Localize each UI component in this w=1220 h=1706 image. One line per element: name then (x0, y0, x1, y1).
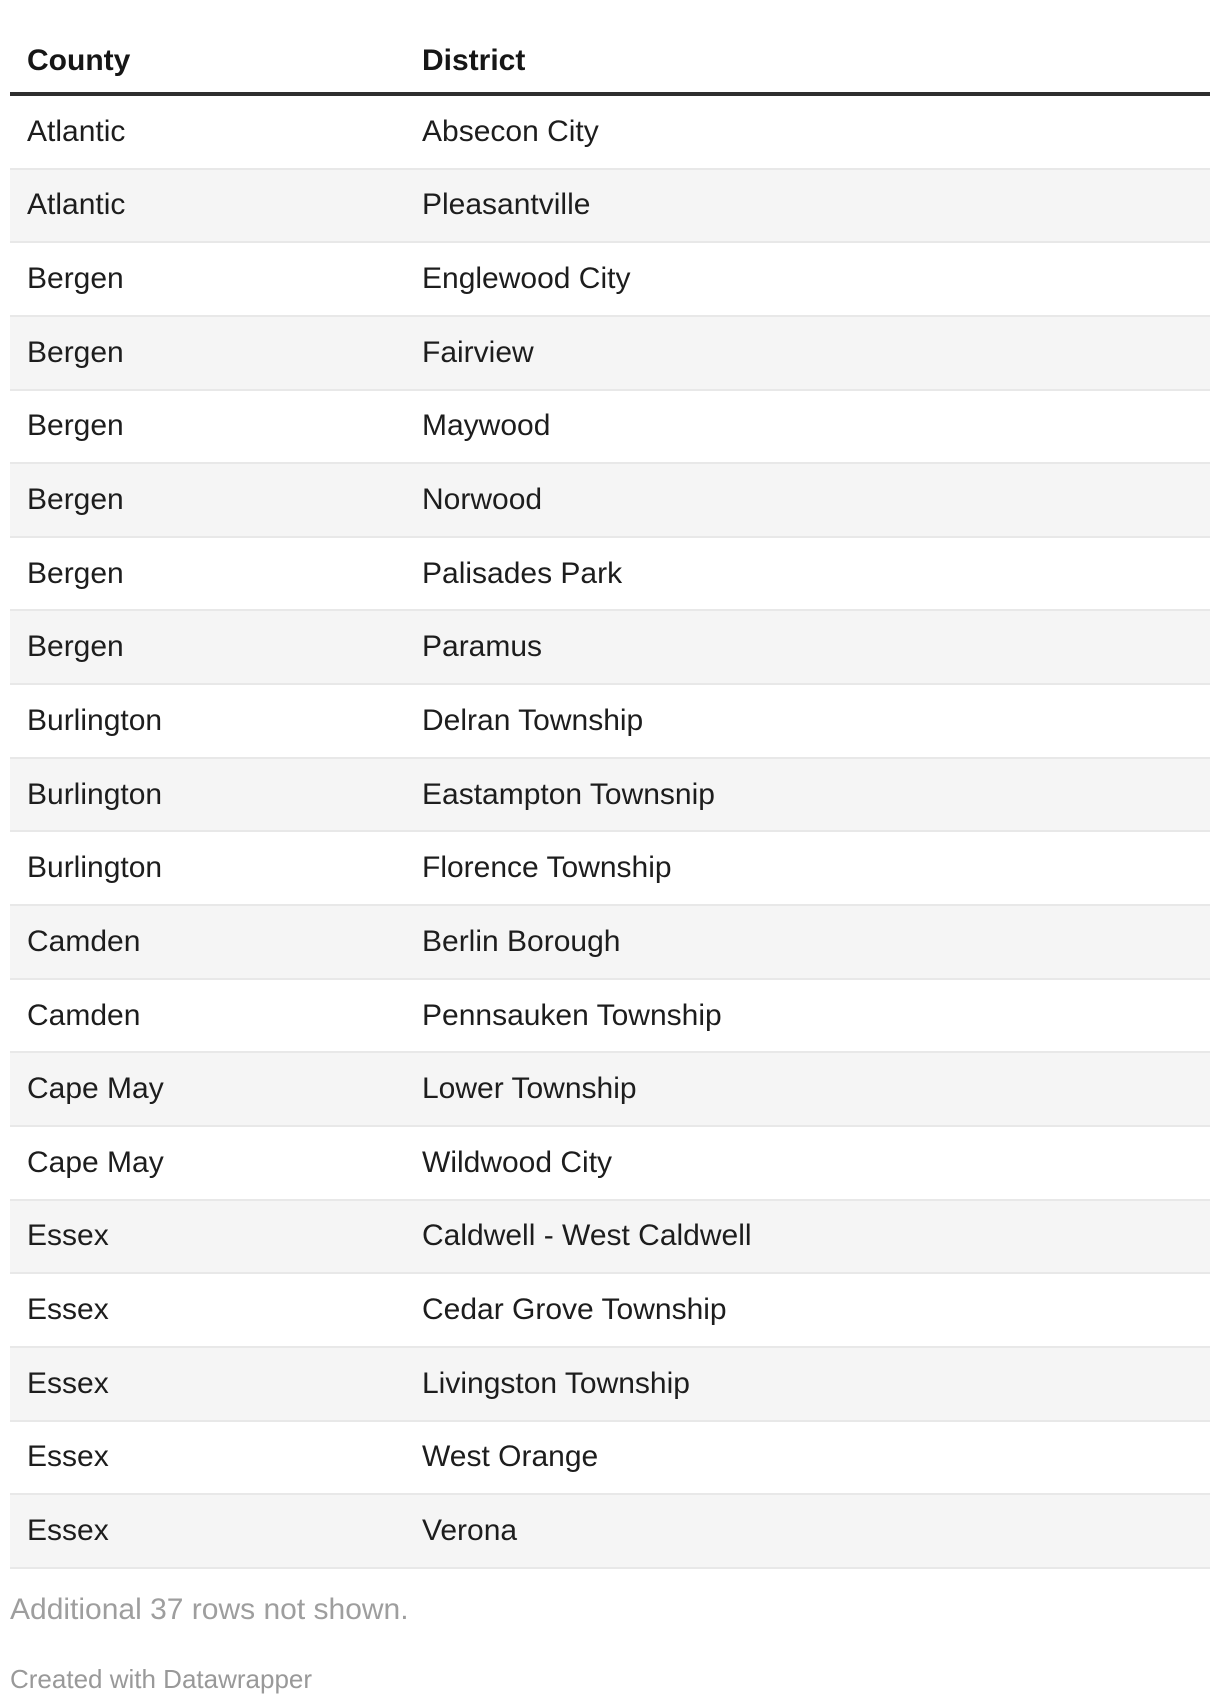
county-district-table: County District Atlantic Absecon City Atla… (10, 30, 1210, 1569)
additional-rows-note: Additional 37 rows not shown. (10, 1592, 409, 1626)
column-header-county: County (27, 44, 131, 77)
cell-district: West Orange (422, 1440, 599, 1474)
cell-district: Pleasantville (422, 188, 591, 222)
cell-county: Atlantic (27, 188, 126, 222)
cell-county: Burlington (27, 777, 163, 811)
cell-county: Bergen (27, 483, 124, 517)
table-row: Bergen Maywood (10, 391, 1210, 465)
table-row: Cape May Lower Township (10, 1053, 1210, 1127)
table-row: Bergen Palisades Park (10, 538, 1210, 612)
cell-county: Bergen (27, 556, 124, 590)
cell-district: Berlin Borough (422, 924, 621, 958)
table-row: Essex West Orange (10, 1422, 1210, 1496)
column-header-district: District (422, 44, 526, 77)
table-row: Burlington Delran Township (10, 685, 1210, 759)
cell-district: Florence Township (422, 851, 672, 885)
cell-county: Bergen (27, 630, 124, 664)
cell-district: Verona (422, 1513, 518, 1547)
table-row: Cape May Wildwood City (10, 1127, 1210, 1201)
cell-county: Burlington (27, 703, 163, 737)
cell-district: Pennsauken Township (422, 998, 722, 1032)
table-row: Camden Berlin Borough (10, 906, 1210, 980)
cell-county: Bergen (27, 335, 124, 369)
cell-district: Fairview (422, 335, 534, 369)
table-row: Bergen Norwood (10, 464, 1210, 538)
cell-district: Cedar Grove Township (422, 1293, 727, 1327)
table-row: Bergen Englewood City (10, 243, 1210, 317)
cell-county: Essex (27, 1440, 109, 1474)
table-body: Atlantic Absecon City Atlantic Pleasantvill… (10, 96, 1210, 1569)
cell-district: Maywood (422, 409, 551, 443)
cell-county: Essex (27, 1366, 109, 1400)
cell-county: Burlington (27, 851, 163, 885)
table-row: Essex Cedar Grove Township (10, 1274, 1210, 1348)
table-row: Essex Verona (10, 1495, 1210, 1569)
table-row: Essex Livingston Township (10, 1347, 1210, 1422)
cell-county: Essex (27, 1513, 109, 1547)
table-row: Camden Pennsauken Township (10, 980, 1210, 1054)
table-row: Atlantic Absecon City (10, 96, 1210, 170)
cell-district: Englewood City (422, 262, 631, 296)
cell-district: Delran Township (422, 703, 644, 737)
table-row: Burlington Eastampton Townsnip (10, 758, 1210, 833)
cell-county: Atlantic (27, 114, 126, 148)
cell-district: Livingston Township (422, 1366, 690, 1400)
table-header-row: County District (10, 30, 1210, 96)
cell-county: Camden (27, 998, 141, 1032)
cell-district: Wildwood City (422, 1145, 613, 1179)
cell-county: Bergen (27, 262, 124, 296)
table-row: Essex Caldwell - West Caldwell (10, 1200, 1210, 1275)
table-row: Bergen Fairview (10, 316, 1210, 391)
table-row: Bergen Paramus (10, 611, 1210, 686)
cell-county: Camden (27, 924, 141, 958)
cell-county: Bergen (27, 409, 124, 443)
table-row: Burlington Florence Township (10, 832, 1210, 907)
cell-district: Palisades Park (422, 556, 623, 590)
cell-district: Eastampton Townsnip (422, 777, 715, 811)
cell-district: Lower Township (422, 1072, 637, 1106)
cell-county: Cape May (27, 1145, 164, 1179)
datawrapper-credit-link[interactable]: Created with Datawrapper (10, 1663, 313, 1694)
cell-district: Caldwell - West Caldwell (422, 1219, 752, 1253)
cell-district: Absecon City (422, 114, 599, 148)
cell-district: Paramus (422, 630, 543, 664)
cell-county: Essex (27, 1293, 109, 1327)
cell-district: Norwood (422, 483, 543, 517)
table-row: Atlantic Pleasantville (10, 169, 1210, 244)
cell-county: Essex (27, 1219, 109, 1253)
cell-county: Cape May (27, 1072, 164, 1106)
